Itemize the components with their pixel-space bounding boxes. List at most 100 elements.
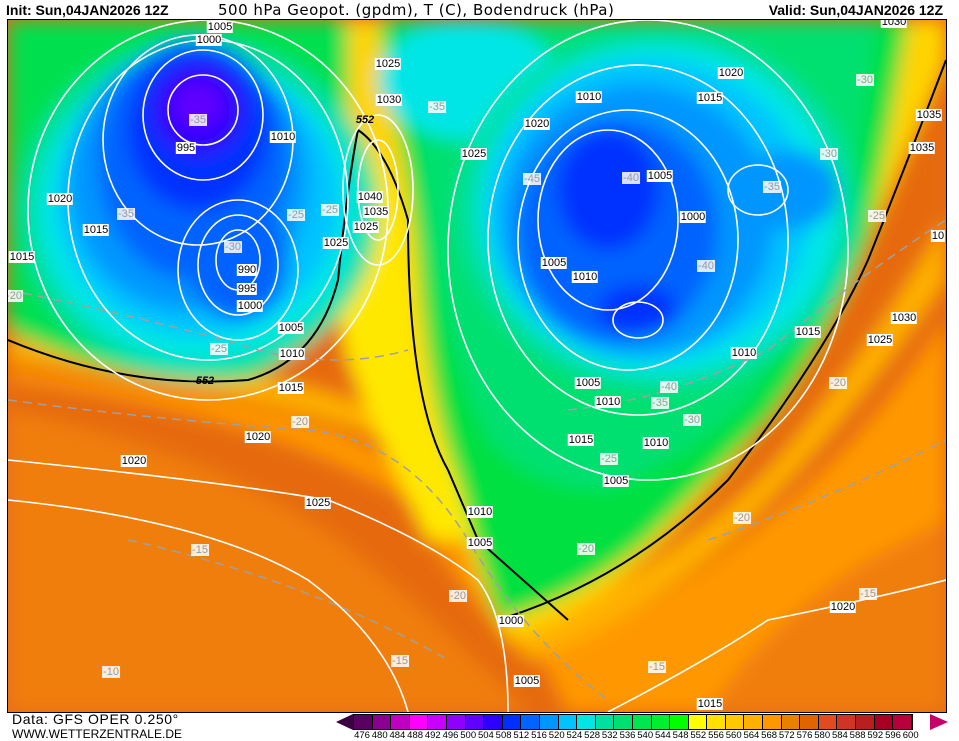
isobar-label: 1000 xyxy=(236,300,264,312)
temperature-label: -25 xyxy=(287,209,305,221)
isobar-label: 1025 xyxy=(374,58,402,70)
isobar-label: 1025 xyxy=(304,497,332,509)
temperature-label: -45 xyxy=(523,173,541,185)
colorbar-label: 512 xyxy=(513,730,530,741)
colorbar-cell xyxy=(763,715,782,729)
colorbar-label: 580 xyxy=(814,730,831,741)
colorbar-cell xyxy=(651,715,671,729)
temperature-label: -30 xyxy=(820,148,838,160)
colorbar-cell xyxy=(670,715,689,729)
valid-time: Valid: Sun,04JAN2026 12Z xyxy=(768,2,943,18)
isobar-label: 1015 xyxy=(277,382,305,394)
colorbar-label: 504 xyxy=(477,730,494,741)
isobar-label: 1010 xyxy=(269,131,297,143)
colorbar-cell xyxy=(688,715,708,729)
isobar-label: 1035 xyxy=(362,206,390,218)
colorbar-above-arrow xyxy=(930,714,948,730)
colorbar-label: 488 xyxy=(407,730,424,741)
colorbar-label: 572 xyxy=(778,730,795,741)
isobar-label: 1010 xyxy=(594,396,622,408)
isobar-label: 1020 xyxy=(46,193,74,205)
temperature-label: -30 xyxy=(224,241,242,253)
colorbar-label: 556 xyxy=(708,730,724,741)
colorbar-cell xyxy=(595,715,615,729)
isobars xyxy=(8,20,946,712)
colorbar-label: 576 xyxy=(796,730,813,741)
temperature-label: -15 xyxy=(391,655,409,667)
contour-552 xyxy=(8,128,569,621)
colorbar-label: 480 xyxy=(371,730,388,741)
temperature-label: -25 xyxy=(210,343,228,355)
isobar-label: 1005 xyxy=(466,537,494,549)
isobar-label: 1010 xyxy=(642,437,670,449)
colorbar-label: 532 xyxy=(601,730,618,741)
colorbar-label: 536 xyxy=(619,730,636,741)
geopotential-label: 552 xyxy=(355,114,375,126)
isobar-label: 1005 xyxy=(277,322,305,334)
temperature-label: -35 xyxy=(651,397,669,409)
data-source: Data: GFS OPER 0.250° xyxy=(12,711,179,727)
isobar-label: 1010 xyxy=(730,347,758,359)
header: Init: Sun,04JAN2026 12Z 500 hPa Geopot. … xyxy=(0,0,959,20)
map-title: 500 hPa Geopot. (gpdm), T (C), Bodendruc… xyxy=(218,1,615,19)
isobar-label: 1020 xyxy=(523,118,551,130)
isobar-label: 1010 xyxy=(575,91,603,103)
temperature-label: -25 xyxy=(868,210,886,222)
colorbar-cell xyxy=(577,715,596,729)
colorbar-cell xyxy=(428,715,447,729)
temperature-label: -35 xyxy=(189,114,207,126)
colorbar-below-arrow xyxy=(336,714,353,730)
temperature-label: -35 xyxy=(117,208,135,220)
colorbar-label: 596 xyxy=(885,730,901,741)
colorbar-cell xyxy=(558,715,578,729)
temperature-label: -40 xyxy=(622,172,640,184)
isobar-label: 1020 xyxy=(244,431,272,443)
colorbar-cell xyxy=(874,715,894,729)
colorbar-cell xyxy=(632,715,652,729)
isobar-label: 1000 xyxy=(195,34,223,46)
isobar-label: 1015 xyxy=(82,224,110,236)
contour-552-east xyxy=(497,59,946,621)
colorbar-label: 520 xyxy=(548,730,565,741)
isobar-label: 1005 xyxy=(513,675,541,687)
colorbar-label: 476 xyxy=(354,730,370,741)
temperature-label: -20 xyxy=(577,543,595,555)
colorbar-cell xyxy=(744,715,764,729)
isobar-label: 1015 xyxy=(8,251,36,263)
colorbar-label: 548 xyxy=(672,730,689,741)
temperature-label: -20 xyxy=(733,512,751,524)
isobar-label: 1015 xyxy=(567,434,595,446)
website: WWW.WETTERZENTRALE.DE xyxy=(12,727,182,741)
temperature-label: -35 xyxy=(763,181,781,193)
temperature-label: -15 xyxy=(191,544,209,556)
isobar-label: 1005 xyxy=(206,21,234,33)
temperature-label: -25 xyxy=(321,204,339,216)
colorbar-label: 564 xyxy=(743,730,760,741)
isobar-label: 1040 xyxy=(356,191,384,203)
isobar-label: 1015 xyxy=(696,92,724,104)
colorbar-label: 552 xyxy=(690,730,707,741)
colorbar-label: 484 xyxy=(389,730,406,741)
colorbar-cell xyxy=(465,715,485,729)
temperature-label: -20 xyxy=(7,290,23,302)
isobar-label: 1010 xyxy=(571,271,599,283)
colorbar-cell xyxy=(893,715,912,729)
geopotential-label: 552 xyxy=(195,375,215,387)
temperature-label: -15 xyxy=(648,661,666,673)
colorbar-label: 500 xyxy=(460,730,477,741)
isobar-label: 1035 xyxy=(915,109,943,121)
temperature-label: -30 xyxy=(683,414,701,426)
isobar-label: 1005 xyxy=(646,170,674,182)
colorbar-label: 544 xyxy=(654,730,671,741)
isobar-label: 1020 xyxy=(717,67,745,79)
colorbar-cell xyxy=(725,715,745,729)
colorbar-cell xyxy=(818,715,838,729)
colorbar-cell xyxy=(800,715,819,729)
isobar-label: 1025 xyxy=(322,237,350,249)
colorbar-label: 496 xyxy=(442,730,459,741)
isobar-label: 1025 xyxy=(352,221,380,233)
colorbar-cell xyxy=(539,715,559,729)
colorbar-label: 584 xyxy=(831,730,848,741)
colorbar-cell xyxy=(354,715,373,729)
colorbar-label: 568 xyxy=(761,730,778,741)
